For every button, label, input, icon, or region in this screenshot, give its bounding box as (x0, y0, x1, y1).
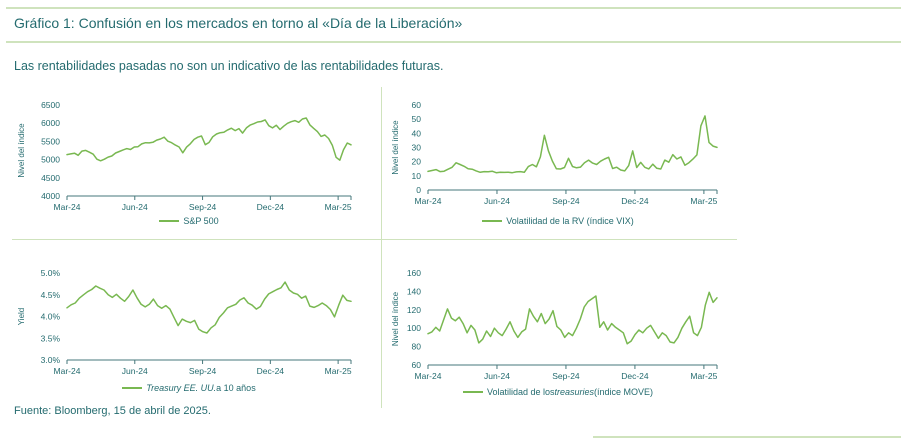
legend-vix: Volatilidad de la RV (índice VIX) (388, 214, 728, 228)
y-tick-label: 140 (407, 286, 421, 296)
y-tick-label: 6500 (41, 100, 60, 110)
x-tick-label: Sep-24 (189, 202, 217, 212)
move-plot: 60 80 100 120 140 160 Nivel del índice Mar-24 Ju… (391, 268, 718, 381)
legend-line-swatch (122, 387, 143, 389)
x-tick-label: Mar-25 (325, 366, 352, 376)
x-tick-label: Jun-24 (122, 366, 148, 376)
y-tick-label: 5500 (41, 136, 60, 146)
x-tick-label: Mar-24 (415, 371, 442, 381)
y-tick-label: 50 (412, 114, 422, 124)
x-tick-label: Dec-24 (621, 371, 649, 381)
vix-plot: 0 10 20 30 40 50 60 Nivel del índice Mar-24 Jun-2… (391, 100, 718, 206)
source-note: Fuente: Bloomberg, 15 de abril de 2025. (14, 405, 211, 417)
treasury10y-series-line (66, 281, 352, 334)
y-tick-label: 10 (412, 171, 422, 181)
y-tick-label: 20 (412, 157, 422, 167)
y-tick-label: 60 (412, 360, 422, 370)
y-tick-label: 3.0% (41, 355, 61, 365)
y-axis-title: Yield (17, 308, 26, 326)
x-tick-label: Mar-25 (690, 196, 717, 206)
sp500-plot: 4000 4500 5000 5500 6000 6500 Nivel del índice… (17, 100, 352, 212)
y-tick-label: 100 (407, 323, 421, 333)
y-tick-label: 3.5% (41, 333, 61, 343)
x-tick-label: Mar-24 (54, 366, 81, 376)
y-tick-label: 160 (407, 268, 421, 278)
y-axis-title: Nivel del índice (391, 291, 400, 346)
legend-label: a 10 años (216, 383, 256, 393)
x-tick-label: Dec-24 (257, 366, 285, 376)
x-tick-label: Dec-24 (257, 202, 285, 212)
x-tick-label: Jun-24 (122, 202, 148, 212)
y-tick-label: 5.0% (41, 268, 61, 278)
legend-label: Volatilidad de los (486, 387, 555, 397)
legend-line-swatch (462, 391, 483, 393)
x-tick-label: Sep-24 (552, 196, 580, 206)
legend-line-swatch (159, 220, 180, 222)
vix-series-line (427, 115, 718, 174)
legend-sp500: S&P 500 (14, 214, 364, 228)
chart-treasury: 3.0% 3.5% 4.0% 4.5% 5.0% Yield Mar-24 Jun-24 Sep… (14, 262, 364, 389)
x-tick-label: Mar-25 (690, 371, 717, 381)
y-tick-label: 4.5% (41, 290, 61, 300)
chart-move: 60 80 100 120 140 160 Nivel del índice Mar-24 Ju… (388, 266, 728, 393)
y-axis-title: Nivel del índice (391, 120, 400, 175)
legend-line-swatch (482, 220, 503, 222)
legend-treasury: Treasury EE. UU. a 10 años (14, 381, 364, 395)
x-tick-label: Sep-24 (189, 366, 217, 376)
y-tick-label: 120 (407, 305, 421, 315)
x-tick-label: Dec-24 (621, 196, 649, 206)
x-tick-label: Jun-24 (484, 371, 510, 381)
top-rule (6, 7, 901, 9)
x-tick-label: Mar-25 (325, 202, 352, 212)
x-tick-label: Mar-24 (54, 202, 81, 212)
chart-vix: 0 10 20 30 40 50 60 Nivel del índice Mar-24 Jun-2… (388, 96, 728, 223)
y-tick-label: 4500 (41, 173, 60, 183)
y-axis-title: Nivel del índice (17, 123, 26, 178)
legend-label: S&P 500 (183, 216, 219, 226)
column-divider (381, 87, 382, 408)
treasury10y-plot: 3.0% 3.5% 4.0% 4.5% 5.0% Yield Mar-24 Jun-24 Sep… (17, 268, 352, 376)
x-tick-label: Jun-24 (484, 196, 510, 206)
legend-move: Volatilidad de los treasuries (índice MO… (388, 385, 728, 399)
legend-label: treasuries (554, 387, 595, 397)
legend-label: Volatilidad de la RV (índice VIX) (506, 216, 634, 226)
y-tick-label: 0 (416, 185, 421, 195)
legend-label: (índice MOVE) (594, 387, 654, 397)
y-tick-label: 5000 (41, 155, 60, 165)
x-tick-label: Mar-24 (415, 196, 442, 206)
y-tick-label: 30 (412, 143, 422, 153)
y-tick-label: 4.0% (41, 312, 61, 322)
chart-sp500: 4000 4500 5000 5500 6000 6500 Nivel del índice… (14, 96, 364, 223)
y-tick-label: 40 (412, 128, 422, 138)
y-tick-label: 4000 (41, 191, 60, 201)
row-divider (12, 239, 737, 240)
y-tick-label: 60 (412, 100, 422, 110)
y-tick-label: 6000 (41, 118, 60, 128)
y-tick-label: 80 (412, 342, 422, 352)
sp500-series-line (66, 117, 352, 162)
title-underline-rule (6, 41, 901, 43)
move-series-line (427, 291, 718, 345)
figure-title: Gráfico 1: Confusión en los mercados en … (14, 15, 463, 31)
figure-subtitle: Las rentabilidades pasadas no son un ind… (14, 59, 444, 73)
legend-label: Treasury EE. UU. (146, 383, 217, 393)
x-tick-label: Sep-24 (552, 371, 580, 381)
bottom-rule (593, 436, 901, 438)
